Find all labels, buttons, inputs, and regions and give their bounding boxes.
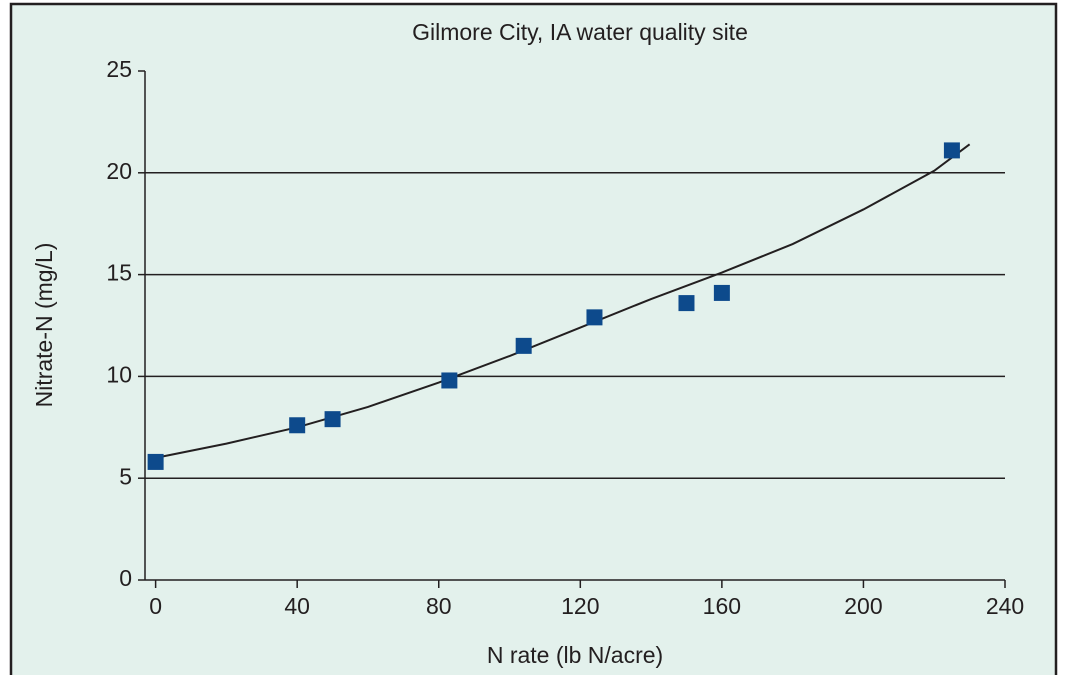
chart-frame: [9, 2, 1058, 680]
data-point: [678, 295, 695, 312]
y-tick-label: 25: [106, 56, 132, 82]
data-point: [441, 372, 458, 389]
y-tick-label: 5: [119, 463, 132, 489]
data-point: [943, 142, 960, 159]
data-point: [289, 417, 306, 434]
y-tick-label: 20: [106, 158, 132, 184]
x-tick-label: 160: [703, 593, 741, 619]
x-tick-label: 0: [149, 593, 162, 619]
data-point: [515, 337, 532, 354]
chart-title: Gilmore City, IA water quality site: [412, 19, 748, 45]
data-point: [586, 309, 603, 326]
y-tick-label: 10: [106, 361, 132, 387]
y-axis-title: Nitrate-N (mg/L): [31, 243, 57, 408]
x-tick-label: 200: [844, 593, 882, 619]
x-tick-label: 240: [986, 593, 1024, 619]
x-axis-title: N rate (lb N/acre): [487, 642, 663, 668]
data-point: [324, 411, 341, 428]
x-tick-label: 120: [561, 593, 599, 619]
data-point: [713, 284, 730, 301]
y-tick-label: 0: [119, 565, 132, 591]
x-tick-label: 40: [284, 593, 310, 619]
y-tick-label: 15: [106, 260, 132, 286]
x-tick-label: 80: [426, 593, 452, 619]
data-point: [147, 453, 164, 470]
